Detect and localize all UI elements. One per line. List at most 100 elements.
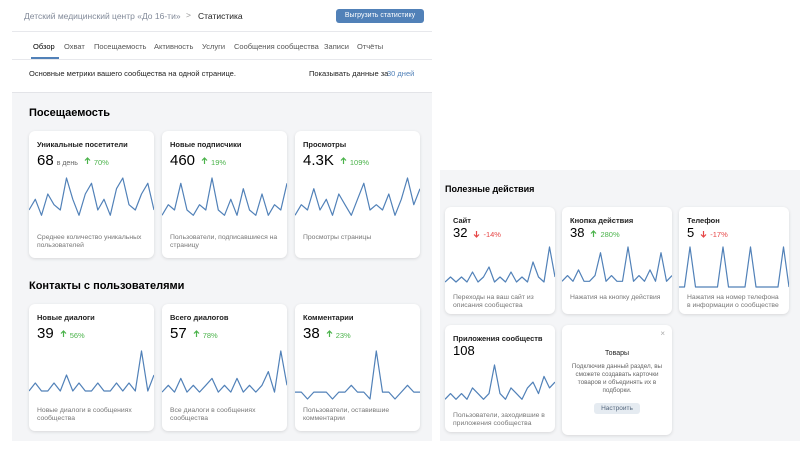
- card-value: 5: [687, 225, 695, 240]
- trend-arrow: [193, 330, 200, 338]
- promo-text: Подключив данный раздел, вы сможете созд…: [571, 363, 663, 394]
- metric-card: Кнопка действия 38 280% Нажатия на кнопку д…: [562, 207, 672, 314]
- card-description: Все диалоги в сообщениях сообщества: [170, 407, 256, 422]
- arrow-shape: [193, 330, 200, 338]
- tab[interactable]: Активность: [154, 42, 194, 51]
- card-change: 70%: [93, 158, 109, 167]
- card-description: Пользователи, подписавшиеся на страницу: [170, 234, 278, 249]
- trend-arrow: [201, 157, 208, 165]
- arrow-shape: [591, 229, 597, 237]
- promo-card: × Товары Подключив данный раздел, вы сможе…: [562, 325, 672, 435]
- metric-card: Новые диалоги 39 56% Новые диалоги в сообще…: [29, 304, 154, 431]
- section-title: Посещаемость: [29, 107, 111, 119]
- card-value-row: 39 56%: [37, 325, 85, 342]
- arrow-shape: [201, 157, 208, 165]
- sparkline: [162, 350, 287, 393]
- arrow-shape: [700, 230, 707, 238]
- card-value-row: 38 280%: [570, 225, 620, 240]
- sparkline: [295, 177, 420, 216]
- metric-card: Телефон 5 -17% Нажатия на номер телефона в …: [679, 207, 789, 314]
- card-description: Пользователи, заходившие в приложения со…: [453, 412, 545, 427]
- sparkline-line: [679, 246, 789, 288]
- card-title: Комментарии: [303, 313, 354, 322]
- sparkline-line: [562, 246, 672, 282]
- trend-arrow: [60, 330, 67, 338]
- trend-arrow: [84, 157, 91, 165]
- metric-card: Приложения сообществ 108 Пользователи, зах…: [445, 325, 555, 432]
- period-select[interactable]: 30 дней: [387, 69, 415, 78]
- metric-card: Просмотры 4.3K 109% Просмотры страницы: [295, 131, 420, 258]
- card-value: 460: [170, 152, 196, 169]
- tab[interactable]: Услуги: [202, 42, 226, 51]
- tab[interactable]: Обзор: [33, 42, 55, 51]
- card-value-row: 68 в день 70%: [37, 152, 109, 169]
- summary-text: Основные метрики вашего сообщества на од…: [29, 69, 236, 78]
- card-change: 109%: [349, 158, 370, 167]
- card-value: 32: [453, 225, 468, 240]
- breadcrumb[interactable]: Детский медицинский центр «До 16-ти»: [24, 11, 181, 21]
- card-title: Новые подписчики: [170, 140, 242, 149]
- divider: [12, 59, 432, 60]
- card-value: 4.3K: [303, 152, 334, 169]
- trend-arrow: [700, 230, 707, 238]
- sparkline: [445, 364, 555, 400]
- arrow-shape: [84, 157, 91, 165]
- breadcrumb-sep: >: [186, 10, 191, 20]
- metric-card: Новые подписчики 460 19% Пользователи, подп…: [162, 131, 287, 258]
- card-value: 38: [303, 325, 320, 342]
- card-change: -17%: [710, 230, 728, 239]
- divider: [12, 31, 432, 32]
- sparkline-line: [29, 177, 154, 216]
- top-header: Детский медицинский центр «До 16-ти» > С…: [12, 0, 432, 93]
- page-title: Статистика: [198, 11, 243, 21]
- metric-card: Комментарии 38 23% Пользователи, оставившие…: [295, 304, 420, 431]
- trend-arrow: [326, 330, 333, 338]
- period-label: Показывать данные за: [309, 69, 389, 78]
- card-change: 23%: [335, 331, 351, 340]
- sparkline: [679, 246, 789, 288]
- sparkline-line: [295, 177, 420, 216]
- card-title: Всего диалогов: [170, 313, 229, 322]
- tab[interactable]: Посещаемость: [94, 42, 147, 51]
- card-title: Сайт: [453, 216, 471, 225]
- metric-card: Уникальные посетители 68 в день 70% Среднее …: [29, 131, 154, 258]
- promo-title: Товары: [604, 350, 630, 357]
- card-value: 39: [37, 325, 54, 342]
- card-description: Просмотры страницы: [303, 234, 372, 241]
- card-value-row: 5 -17%: [687, 225, 728, 240]
- sparkline: [29, 177, 154, 216]
- tab[interactable]: Охват: [64, 42, 85, 51]
- card-description: Среднее количество уникальных пользовате…: [37, 234, 142, 249]
- arrow-shape: [340, 157, 347, 165]
- tab-underline: [31, 57, 59, 59]
- card-title: Уникальные посетители: [37, 140, 128, 149]
- card-title: Телефон: [687, 216, 720, 225]
- promo-button[interactable]: Настроить: [594, 403, 640, 414]
- sparkline-line: [445, 246, 555, 283]
- export-button[interactable]: Выгрузить статистику: [336, 9, 424, 23]
- card-value-row: 38 23%: [303, 325, 351, 342]
- card-change: 19%: [211, 158, 227, 167]
- trend-arrow: [340, 157, 347, 165]
- metric-card: Всего диалогов 57 78% Все диалоги в сообщен…: [162, 304, 287, 431]
- card-change: 56%: [69, 331, 85, 340]
- card-value: 108: [453, 343, 475, 358]
- card-description: Переходы на ваш сайт из описания сообщес…: [453, 294, 534, 309]
- tab[interactable]: Отчёты: [357, 42, 384, 51]
- card-value: 38: [570, 225, 585, 240]
- card-value-row: 460 19%: [170, 152, 226, 169]
- sparkline: [295, 350, 420, 400]
- card-value: 57: [170, 325, 187, 342]
- arrow-shape: [474, 230, 480, 238]
- card-unit: в день: [56, 160, 78, 167]
- arrow-shape: [60, 330, 67, 338]
- card-description: Новые диалоги в сообщениях сообщества: [37, 407, 132, 422]
- card-value-row: 108: [453, 343, 475, 358]
- metric-card: Сайт 32 -14% Переходы на ваш сайт из описан…: [445, 207, 555, 314]
- card-title: Новые диалоги: [37, 313, 95, 322]
- tab[interactable]: Записи: [324, 42, 349, 51]
- tab[interactable]: Сообщения сообщества: [234, 42, 319, 51]
- close-icon[interactable]: ×: [660, 329, 665, 338]
- card-title: Просмотры: [303, 140, 347, 149]
